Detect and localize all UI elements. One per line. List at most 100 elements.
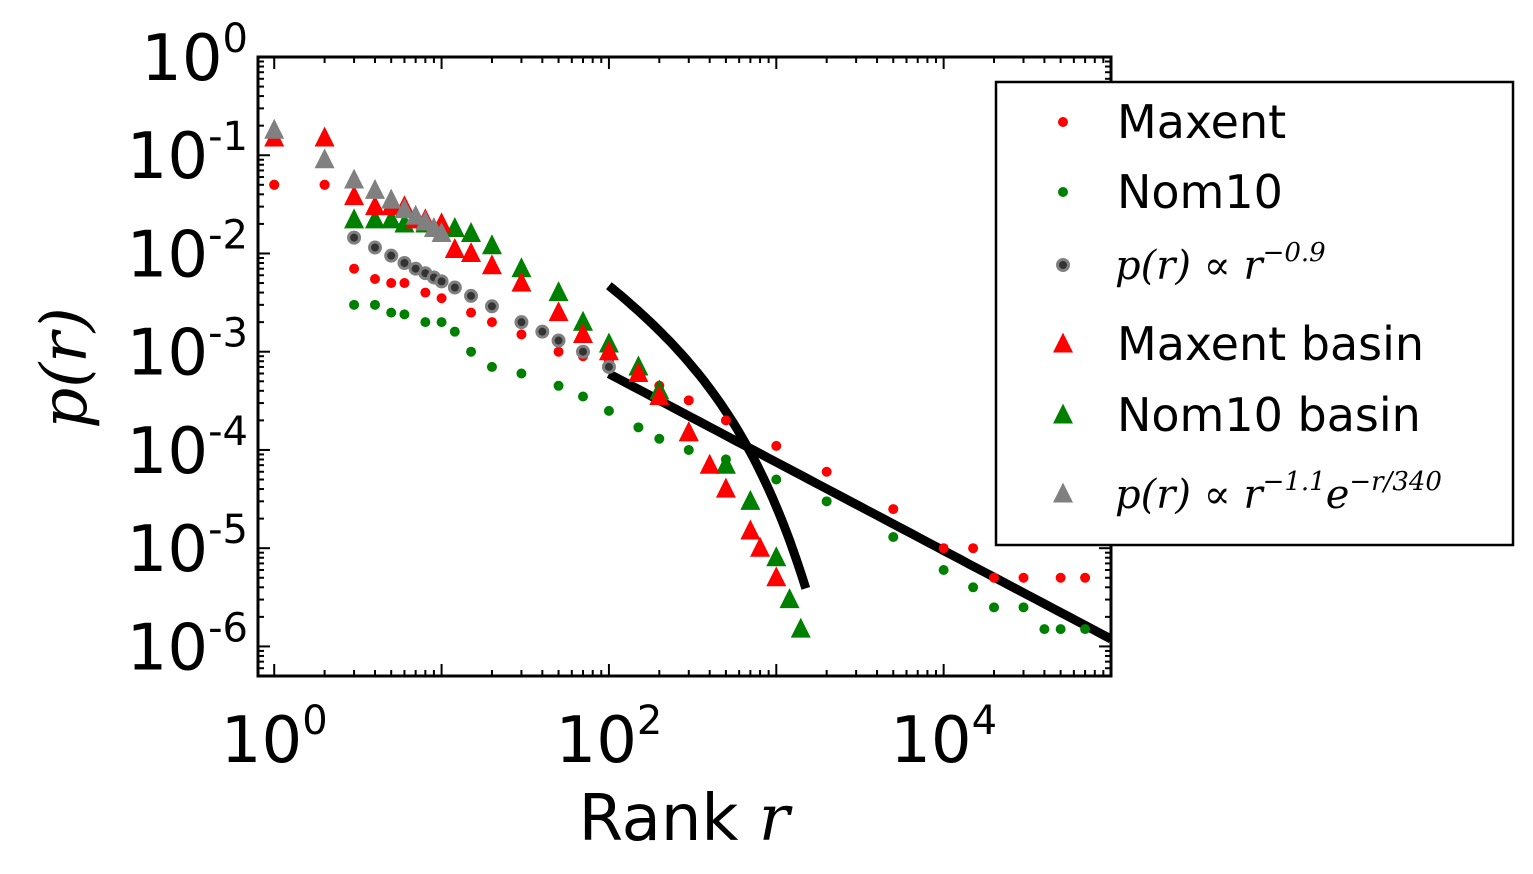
data-point	[344, 185, 365, 206]
data-point	[601, 359, 616, 374]
x-axis-label: Rank r	[579, 782, 793, 856]
data-point	[436, 293, 447, 304]
data-point	[384, 248, 399, 263]
data-point	[481, 234, 502, 255]
data-point	[511, 257, 532, 278]
legend-item: p(r) ∝ r−1.1e−r/340	[1053, 467, 1442, 518]
data-point	[628, 362, 649, 383]
legend-label: Maxent	[1117, 95, 1286, 149]
data-point	[314, 126, 335, 147]
x-tick-label: 102	[555, 698, 662, 778]
data-point	[420, 317, 431, 328]
series-maxent	[269, 179, 1091, 583]
data-point	[399, 309, 410, 320]
data-point	[369, 273, 380, 284]
data-point	[771, 474, 782, 485]
y-tick-label: 10-5	[127, 507, 248, 587]
data-point	[888, 531, 899, 542]
data-point	[486, 361, 497, 372]
data-point	[386, 307, 397, 318]
data-point	[436, 317, 447, 328]
plot-frame	[256, 55, 1113, 678]
data-point	[790, 617, 811, 638]
data-point	[968, 582, 979, 593]
data-point	[715, 477, 736, 498]
data-point	[381, 208, 402, 229]
data-point	[1018, 572, 1029, 583]
data-point	[821, 496, 832, 507]
data-point	[349, 299, 360, 310]
legend-item: Maxent	[1058, 95, 1286, 149]
data-point	[1018, 602, 1029, 613]
data-point	[447, 280, 462, 295]
data-point	[715, 453, 736, 474]
series-nom10	[269, 179, 1091, 635]
data-point	[319, 179, 330, 190]
series-p-r-r-1-1-e-r-340-	[264, 118, 452, 242]
y-tick-label: 10-6	[127, 605, 248, 685]
legend-item: Maxent basin	[1053, 317, 1424, 371]
data-point	[1039, 624, 1050, 635]
data-point	[516, 368, 527, 379]
data-point	[938, 543, 949, 554]
legend-marker	[1053, 403, 1073, 424]
legend-marker	[1053, 482, 1073, 503]
data-point	[1080, 624, 1091, 635]
data-point	[649, 385, 670, 406]
data-point	[367, 240, 382, 255]
data-point	[466, 307, 477, 318]
x-tick-label: 100	[221, 698, 328, 778]
data-point	[349, 263, 360, 274]
data-point	[364, 195, 385, 216]
data-point	[369, 299, 380, 310]
data-point	[516, 329, 527, 340]
data-point	[779, 588, 800, 609]
data-point	[364, 208, 385, 229]
data-point	[514, 315, 529, 330]
x-tick-label: 104	[890, 698, 997, 778]
y-tick-label: 10-4	[127, 409, 248, 489]
data-point	[699, 453, 720, 474]
data-point	[551, 333, 566, 348]
data-point	[386, 278, 397, 289]
data-point	[578, 391, 589, 402]
data-point	[484, 299, 499, 314]
data-point	[573, 310, 594, 331]
data-point	[449, 326, 460, 337]
legend-items: Maxent Nom10 p(r) ∝ r−0.9 Maxent basin Nom10…	[1053, 95, 1442, 518]
data-point	[405, 204, 426, 225]
data-point	[821, 466, 832, 477]
data-point	[1055, 572, 1066, 583]
legend-marker	[1056, 258, 1070, 272]
series-maxent-basin	[264, 126, 787, 587]
data-point	[766, 546, 787, 567]
data-point	[1055, 624, 1066, 635]
data-point	[968, 543, 979, 554]
data-point	[464, 288, 479, 303]
data-point	[314, 148, 335, 169]
data-point	[535, 324, 550, 339]
data-point	[683, 444, 694, 455]
y-axis-label: p(r)	[28, 307, 102, 429]
data-point	[678, 421, 699, 442]
legend-item: Nom10 basin	[1053, 388, 1421, 442]
data-point	[740, 489, 761, 510]
data-point	[740, 519, 761, 540]
data-point	[603, 405, 614, 416]
data-point	[344, 168, 365, 189]
data-point	[434, 274, 449, 289]
data-point	[888, 504, 899, 515]
legend-label: p(r) ∝ r−1.1e−r/340	[1115, 467, 1442, 518]
data-point	[1080, 572, 1091, 583]
y-tick-label: 10-2	[127, 212, 248, 292]
data-point	[989, 602, 1000, 613]
data-point	[989, 572, 1000, 583]
data-point	[548, 281, 569, 302]
legend-marker	[1058, 187, 1068, 197]
data-point	[347, 230, 362, 245]
data-point	[466, 346, 477, 357]
legend-box	[994, 80, 1515, 547]
data-point	[573, 323, 594, 343]
data-point	[654, 433, 665, 444]
data-point	[444, 238, 465, 258]
